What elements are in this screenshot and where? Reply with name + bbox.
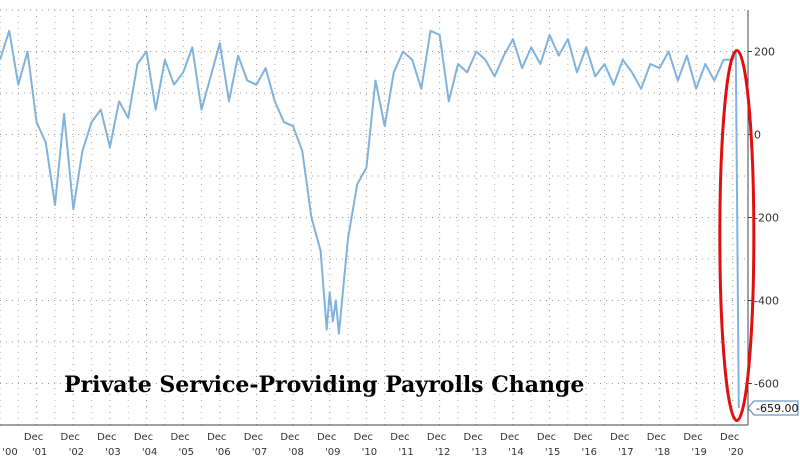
x-tick-label-month: Dec [170, 432, 189, 443]
x-tick-label-month: Dec [61, 432, 80, 443]
x-tick-label-year: '20 [728, 447, 743, 458]
x-tick-label-month: Dec [610, 432, 629, 443]
x-tick-label-month: Dec [317, 432, 336, 443]
x-tick-label-month: Dec [97, 432, 116, 443]
series-layer [0, 29, 740, 409]
x-tick-label-year: '18 [655, 447, 670, 458]
x-tick-label-year: '04 [142, 447, 157, 458]
x-tick-label-year: '03 [105, 447, 120, 458]
x-tick-label-year: '09 [325, 447, 340, 458]
x-tick-label-month: Dec [427, 432, 446, 443]
x-tick-label-year: '10 [362, 447, 377, 458]
x-tick-label-month: Dec [390, 432, 409, 443]
x-tick-label-year: '16 [581, 447, 596, 458]
x-tick-label-year: '14 [508, 447, 523, 458]
annotation-layer [718, 49, 799, 422]
chart-title: Private Service-Providing Payrolls Chang… [64, 372, 584, 398]
x-tick-label-month: Dec [244, 432, 263, 443]
highlight-ellipse [718, 49, 756, 422]
x-tick-label-month: Dec [537, 432, 556, 443]
x-tick-label-month: Dec [207, 432, 226, 443]
y-tick-label: 0 [754, 129, 761, 142]
x-tick-label-year: '00 [2, 447, 17, 458]
x-tick-label-year: '17 [618, 447, 633, 458]
x-tick-label-year: '12 [435, 447, 450, 458]
x-tick-label-year: '06 [215, 447, 230, 458]
y-tick-label: -200 [754, 212, 779, 225]
label-layer: Private Service-Providing Payrolls Chang… [2, 46, 798, 459]
x-tick-label-year: '02 [69, 447, 84, 458]
x-tick-label-month: Dec [24, 432, 43, 443]
x-tick-label-year: '05 [178, 447, 193, 458]
x-tick-label-year: '15 [545, 447, 560, 458]
x-tick-label-month: Dec [464, 432, 483, 443]
x-tick-label-year: '11 [398, 447, 413, 458]
x-tick-label-year: '13 [472, 447, 487, 458]
y-tick-label: 200 [754, 46, 775, 59]
x-tick-label-year: '01 [32, 447, 47, 458]
last-value-label: -659.00 [756, 402, 798, 415]
x-tick-label-month: Dec [683, 432, 702, 443]
x-tick-label-month: Dec [134, 432, 153, 443]
x-tick-label-month: Dec [354, 432, 373, 443]
x-tick-label-month: Dec [573, 432, 592, 443]
x-tick-label-month: Dec [280, 432, 299, 443]
x-tick-label-year: '07 [252, 447, 267, 458]
x-tick-label-month: Dec [720, 432, 739, 443]
series-line [0, 29, 740, 409]
last-value-badge [747, 400, 799, 416]
axes [0, 10, 752, 426]
x-tick-label-month: Dec [647, 432, 666, 443]
x-tick-label-year: '08 [288, 447, 303, 458]
y-tick-label: -400 [754, 295, 779, 308]
x-tick-label-year: '19 [691, 447, 706, 458]
y-tick-label: -600 [754, 378, 779, 391]
x-tick-label-month: Dec [500, 432, 519, 443]
